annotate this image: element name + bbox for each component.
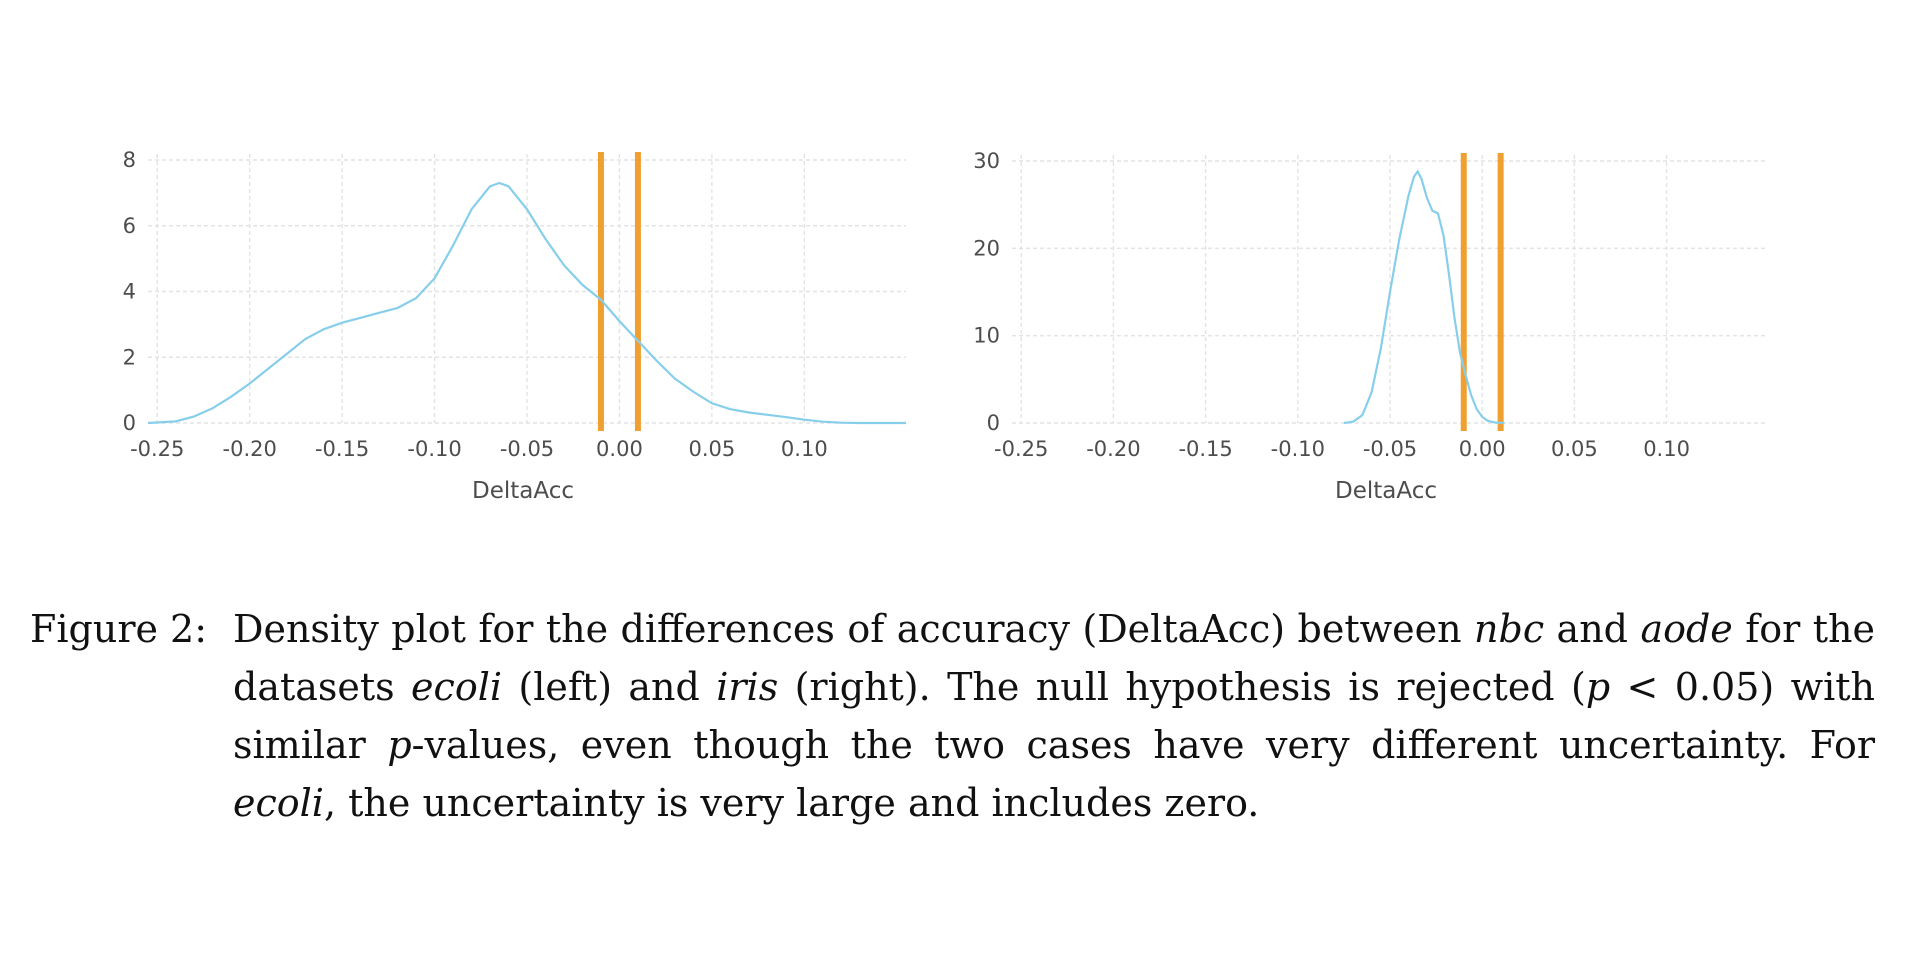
figure-caption: Figure 2: Density plot for the differenc… [30, 600, 1875, 832]
caption-part: p [1585, 665, 1611, 709]
x-tick-label: -0.25 [994, 437, 1048, 461]
x-tick-label: 0.10 [1643, 437, 1690, 461]
x-tick-label: -0.05 [500, 437, 554, 461]
y-tick-label: 2 [123, 345, 136, 369]
ecoli-density-chart: -0.25 -0.20 -0.15 -0.10 -0.05 0.00 0.05 0.10 0 2 4… [123, 148, 906, 504]
caption-part: -values, even though the two cases have … [411, 723, 1875, 767]
y-tick-label: 10 [973, 324, 1000, 348]
caption-part: (left) and [502, 665, 717, 709]
caption-part: , the uncertainty is very large and incl… [323, 781, 1260, 825]
x-tick-label: -0.15 [315, 437, 369, 461]
y-tick-label: 8 [123, 148, 136, 172]
iris-density-chart: -0.25 -0.20 -0.15 -0.10 -0.05 0.00 0.05 0.10 0 10… [973, 149, 1768, 504]
density-curve [1343, 169, 1505, 425]
x-tick-label: 0.00 [1459, 437, 1506, 461]
caption-part: aode [1640, 607, 1733, 651]
x-tick-label: 0.00 [596, 437, 643, 461]
x-tick-label: -0.25 [130, 437, 184, 461]
y-tick-label: 0 [987, 411, 1000, 435]
y-tick-label: 4 [123, 280, 136, 304]
caption-part: (right). The null hypothesis is rejected… [778, 665, 1586, 709]
caption-text: Density plot for the differences of accu… [233, 600, 1875, 832]
caption-part: Density plot for the differences of accu… [233, 607, 1475, 651]
caption-part: for the datasets [233, 607, 1876, 709]
x-tick-label: 0.05 [688, 437, 735, 461]
caption-part: nbc [1474, 607, 1545, 651]
x-tick-label: -0.10 [407, 437, 461, 461]
x-tick-label: -0.10 [1271, 437, 1325, 461]
y-tick-label: 6 [123, 214, 136, 238]
density-curve [147, 181, 906, 425]
caption-part: iris [716, 665, 779, 709]
caption-part: < 0.05) with similar [233, 665, 1875, 767]
x-tick-label: -0.05 [1363, 437, 1417, 461]
x-tick-label: -0.20 [223, 437, 277, 461]
caption-part: ecoli [411, 665, 503, 709]
caption-part: ecoli [233, 781, 324, 825]
x-tick-label: 0.05 [1551, 437, 1598, 461]
x-axis-title: DeltaAcc [1335, 478, 1437, 504]
y-tick-label: 20 [973, 236, 1000, 260]
y-tick-label: 0 [123, 411, 136, 435]
x-tick-label: 0.10 [781, 437, 828, 461]
figure-charts: -0.25 -0.20 -0.15 -0.10 -0.05 0.00 0.05 0.10 0 2 4… [123, 148, 1768, 504]
x-axis-title: DeltaAcc [472, 478, 574, 504]
caption-part: and [1544, 607, 1641, 651]
x-tick-label: -0.20 [1086, 437, 1140, 461]
caption-label: Figure 2: [30, 607, 208, 651]
caption-part: p [387, 723, 412, 767]
y-tick-label: 30 [973, 149, 1000, 173]
x-tick-label: -0.15 [1178, 437, 1232, 461]
